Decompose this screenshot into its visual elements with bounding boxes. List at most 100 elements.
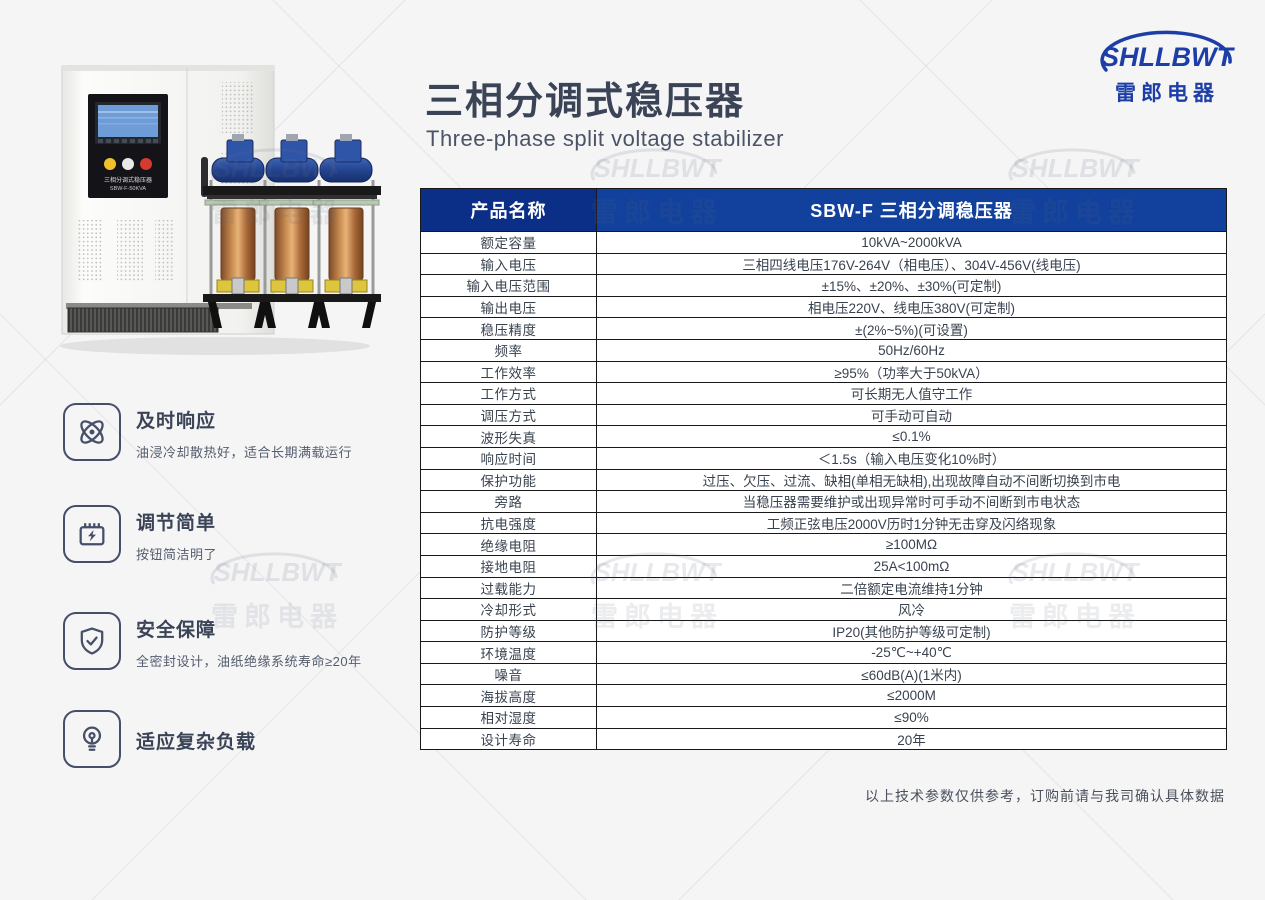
spec-label: 调压方式 — [421, 404, 597, 426]
spec-label: 额定容量 — [421, 232, 597, 253]
feature-item-response: 及时响应 油浸冷却散热好，适合长期满载运行 — [63, 403, 403, 461]
table-header-model: SBW-F 三相分调稳压器 — [597, 189, 1226, 231]
table-row: 设计寿命 20年 — [421, 727, 1226, 750]
spec-label: 相对湿度 — [421, 707, 597, 728]
table-row: 输入电压范围 ±15%、±20%、±30%(可定制) — [421, 274, 1226, 296]
spec-label: 稳压精度 — [421, 318, 597, 339]
spec-label: 输入电压范围 — [421, 275, 597, 296]
footnote: 以上技术参数仅供参考，订购前请与我司确认具体数据 — [865, 788, 1225, 804]
table-row: 抗电强度 工频正弦电压2000V历时1分钟无击穿及闪络现象 — [421, 511, 1226, 534]
spec-label: 接地电阻 — [421, 555, 597, 577]
product-image: 三相分调式稳压器 SBW-F-50KVA — [60, 65, 381, 355]
transformer-columns — [203, 134, 381, 328]
spec-label: 抗电强度 — [421, 512, 597, 534]
spec-label: 防护等级 — [421, 620, 597, 642]
spec-value: 25A<100mΩ — [873, 558, 950, 574]
page-subtitle: Three-phase split voltage stabilizer — [426, 126, 784, 151]
table-header-product-name: 产品名称 — [421, 189, 597, 231]
spec-value: ≤2000M — [887, 688, 936, 704]
feature-title: 及时响应 — [136, 411, 217, 432]
brand-name-text: SHLLBWT — [1101, 42, 1235, 72]
table-row: 旁路 当稳压器需要维护或出现异常时可手动不间断到市电状态 — [421, 490, 1226, 512]
spec-label: 海拔高度 — [421, 685, 597, 707]
table-row: 过载能力 二倍额定电流维持1分钟 — [421, 576, 1226, 599]
spec-value: 三相四线电压176V-264V（相电压）、304V-456V(线电压) — [742, 257, 1081, 273]
table-row: 工作方式 可长期无人值守工作 — [421, 382, 1226, 404]
table-row: 绝缘电阻 ≥100MΩ — [421, 533, 1226, 555]
spec-value: IP20(其他防护等级可定制) — [832, 624, 991, 640]
table-row: 接地电阻 25A<100mΩ — [421, 554, 1226, 577]
atom-icon — [63, 403, 121, 461]
feature-title: 安全保障 — [136, 620, 217, 641]
table-row: 输出电压 相电压220V、线电压380V(可定制) — [421, 295, 1226, 318]
feature-item-load: 适应复杂负载 — [63, 710, 403, 768]
spec-label: 工作效率 — [421, 361, 597, 383]
spec-label: 工作方式 — [421, 383, 597, 404]
spec-label: 噪音 — [421, 663, 597, 685]
feature-item-adjust: 调节简单 按钮简洁明了 — [63, 505, 403, 563]
spec-table: 产品名称 SBW-F 三相分调稳压器 额定容量 10kVA~2000kVA 输入… — [420, 188, 1227, 751]
feature-item-safety: 安全保障 全密封设计，油纸绝缘系统寿命≥20年 — [63, 612, 403, 670]
spec-value: 过压、欠压、过流、缺相(单相无缺相),出现故障自动不间断切换到市电 — [702, 473, 1121, 489]
table-row: 保护功能 过压、欠压、过流、缺相(单相无缺相),出现故障自动不间断切换到市电 — [421, 468, 1226, 491]
table-row: 频率 50Hz/60Hz — [421, 338, 1226, 361]
spec-value: 20年 — [897, 732, 926, 748]
spec-label: 输出电压 — [421, 296, 597, 318]
spec-label: 旁路 — [421, 491, 597, 512]
spec-value: ≤90% — [894, 709, 929, 725]
table-row: 防护等级 IP20(其他防护等级可定制) — [421, 619, 1226, 642]
table-row: 工作效率 ≥95%（功率大于50kVA） — [421, 360, 1226, 383]
bulb-icon — [63, 710, 121, 768]
spec-label: 设计寿命 — [421, 728, 597, 750]
spec-value: 风冷 — [898, 603, 925, 619]
spec-label: 响应时间 — [421, 447, 597, 469]
logo-arc — [1100, 30, 1232, 72]
spec-value: ±15%、±20%、±30%(可定制) — [821, 279, 1002, 295]
table-row: 相对湿度 ≤90% — [421, 706, 1226, 728]
panel-button-yellow — [104, 158, 116, 170]
spec-label: 冷却形式 — [421, 599, 597, 620]
spec-value: ≥100MΩ — [885, 537, 938, 553]
spec-value: ≤60dB(A)(1米内) — [861, 668, 962, 684]
feature-title: 适应复杂负载 — [136, 732, 257, 753]
spec-value: 10kVA~2000kVA — [861, 234, 962, 250]
spec-value: ≥95%（功率大于50kVA） — [834, 365, 989, 381]
panel-label-cn: 三相分调式稳压器 — [104, 176, 152, 184]
page-title: 三相分调式稳压器 — [425, 81, 746, 123]
panel-button-red — [140, 158, 152, 170]
spec-value: 可长期无人值守工作 — [850, 387, 973, 403]
spec-value: 可手动可自动 — [871, 409, 952, 425]
feature-desc: 全密封设计，油纸绝缘系统寿命≥20年 — [136, 654, 362, 669]
table-row: 输入电压 三相四线电压176V-264V（相电压）、304V-456V(线电压) — [421, 252, 1226, 275]
table-row: 环境温度 -25℃~+40℃ — [421, 641, 1226, 663]
spec-label: 环境温度 — [421, 642, 597, 663]
table-row: 调压方式 可手动可自动 — [421, 403, 1226, 426]
brand-name-cn: 雷郎电器 — [1115, 82, 1219, 105]
feature-desc: 按钮简洁明了 — [136, 547, 218, 562]
table-row: 响应时间 ＜1.5s（输入电压变化10%时） — [421, 446, 1226, 469]
spec-table-body: 额定容量 10kVA~2000kVA 输入电压 三相四线电压176V-264V（… — [421, 231, 1226, 750]
spec-label: 输入电压 — [421, 253, 597, 275]
table-row: 额定容量 10kVA~2000kVA — [421, 231, 1226, 253]
brand-logo-graphic: SHLLBWT — [1100, 30, 1235, 72]
spec-label: 过载能力 — [421, 577, 597, 599]
shield-check-icon — [63, 612, 121, 670]
spec-value: 二倍额定电流维持1分钟 — [840, 581, 983, 597]
spec-value: 当稳压器需要维护或出现异常时可手动不间断到市电状态 — [742, 495, 1081, 511]
control-panel: 三相分调式稳压器 SBW-F-50KVA — [88, 94, 168, 198]
spec-label: 保护功能 — [421, 469, 597, 491]
spec-value: ＜1.5s（输入电压变化10%时） — [817, 452, 1006, 468]
panel-label-model: SBW-F-50KVA — [110, 186, 146, 192]
spec-value: -25℃~+40℃ — [871, 644, 952, 660]
spec-value: 相电压220V、线电压380V(可定制) — [807, 301, 1016, 317]
spec-label: 频率 — [421, 339, 597, 361]
table-row: 稳压精度 ±(2%~5%)(可设置) — [421, 317, 1226, 339]
feature-desc: 油浸冷却散热好，适合长期满载运行 — [136, 445, 353, 460]
svg-text:SHLLBWT: SHLLBWT — [593, 153, 722, 183]
panel-bolt-icon — [63, 505, 121, 563]
table-row: 海拔高度 ≤2000M — [421, 684, 1226, 707]
spec-label: 绝缘电阻 — [421, 534, 597, 555]
spec-value: 50Hz/60Hz — [878, 342, 945, 358]
svg-text:SHLLBWT: SHLLBWT — [1011, 153, 1140, 183]
